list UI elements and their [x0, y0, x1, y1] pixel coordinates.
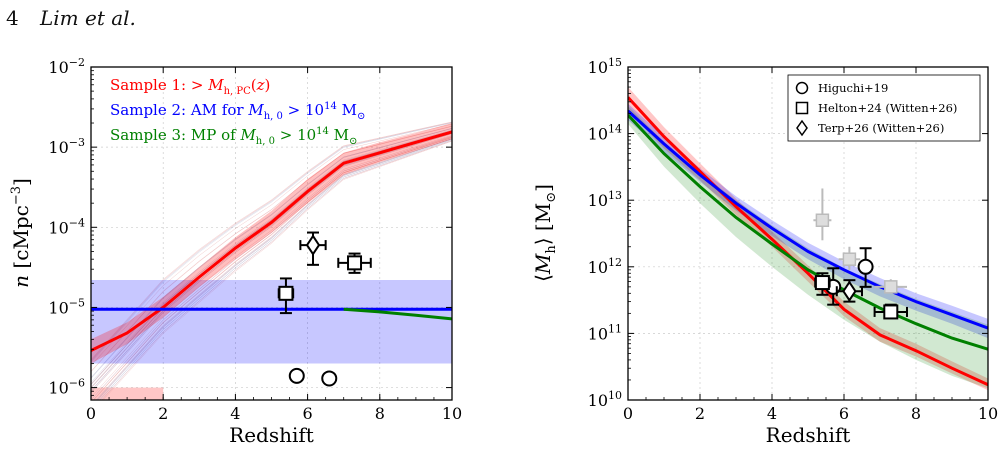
series-line	[628, 113, 988, 351]
path-line	[101, 140, 452, 400]
path-line	[91, 132, 452, 391]
y-tick-label: 1011	[588, 322, 622, 343]
path-line	[91, 132, 452, 392]
confidence-band	[91, 280, 452, 364]
path-line	[97, 138, 452, 400]
faded-data-point	[842, 252, 857, 266]
legend-entry-sample-1: Sample 1: > Mh, PC(z)	[110, 76, 270, 97]
faded-data-point	[815, 213, 830, 227]
path-line	[91, 122, 452, 362]
path-line	[91, 136, 452, 400]
path-line	[92, 136, 452, 400]
path-line	[99, 139, 452, 400]
path-line	[102, 140, 452, 400]
data-point-square	[814, 275, 830, 291]
y-axis-label: ⟨Mh⟩ [M⊙]	[531, 184, 559, 282]
path-line	[91, 125, 452, 372]
x-tick-label: 2	[695, 404, 705, 423]
halo-mass-chart: 0 2 4 6 8 10101010111012101310141015Redshift⟨…	[531, 56, 998, 447]
data-point-circle	[857, 258, 874, 275]
legend-box	[787, 74, 981, 142]
path-line	[91, 128, 452, 379]
legend-marker-diamond	[796, 119, 808, 137]
x-axis-label: Redshift	[229, 423, 314, 447]
path-line	[101, 140, 452, 400]
path-line	[91, 128, 452, 378]
x-tick-label: 4	[767, 404, 777, 423]
path-line	[91, 126, 452, 372]
data-point-square	[883, 304, 899, 320]
data-point-circle	[288, 367, 305, 384]
legend-entry: Helton+24 (Witten+26)	[818, 101, 957, 115]
x-tick-label: 8	[375, 404, 385, 423]
x-tick-label: 0	[623, 404, 633, 423]
plot-area	[628, 87, 988, 391]
page-header: 4 Lim et al.	[0, 0, 400, 40]
path-line	[91, 121, 452, 361]
y-tick-label: 1014	[588, 123, 622, 144]
x-tick-label: 8	[911, 404, 921, 423]
legend-marker-circle	[795, 81, 809, 95]
low-density-region	[91, 387, 164, 400]
legend-entry-sample-2: Sample 2: AM for Mh, 0 > 1014 M⊙	[110, 101, 365, 122]
data-point-diamond	[305, 234, 321, 256]
x-tick-label: 10	[978, 404, 998, 423]
y-tick-label: 10−2	[48, 56, 85, 77]
faded-data-point	[884, 280, 898, 294]
x-tick-label: 6	[303, 404, 313, 423]
path-line	[91, 132, 452, 391]
path-line	[91, 121, 452, 360]
y-axis-label: n [cMpc−3]	[9, 178, 33, 288]
path-line	[96, 138, 452, 400]
legend-entry: Terp+26 (Witten+26)	[818, 121, 944, 135]
y-tick-label: 1010	[588, 389, 622, 410]
x-tick-label: 6	[839, 404, 849, 423]
x-tick-label: 2	[158, 404, 168, 423]
data-point-diamond	[842, 280, 857, 303]
series-line	[91, 130, 452, 352]
path-line	[91, 133, 452, 393]
data-point-circle	[321, 370, 338, 387]
path-line	[93, 137, 452, 400]
x-tick-label: 4	[230, 404, 240, 423]
x-axis-label: Redshift	[766, 423, 851, 447]
series-line	[628, 109, 988, 330]
x-tick-label: 10	[442, 404, 462, 423]
data-point-square	[347, 255, 363, 271]
series-line	[343, 307, 452, 321]
legend-marker-square	[795, 101, 809, 115]
y-tick-label: 1015	[588, 56, 622, 77]
path-line	[91, 123, 452, 366]
path-line	[93, 137, 452, 400]
number-density-chart: 0 2 4 6 8 10 10−6 10−5 10−4 10−3 10−2 Redshift n [cM…	[9, 56, 462, 447]
y-tick-label: 10−4	[48, 216, 85, 237]
y-tick-label: 10−5	[48, 296, 85, 317]
y-tick-label: 10−3	[48, 136, 85, 157]
y-tick-label: 10−6	[48, 377, 85, 398]
plot-area	[91, 121, 452, 400]
confidence-band	[91, 123, 452, 364]
data-point-square	[278, 285, 294, 301]
page-number: 4	[6, 6, 19, 30]
author-line: Lim et al.	[40, 6, 136, 30]
path-line	[91, 122, 452, 363]
path-line	[91, 133, 452, 393]
x-tick-label: 0	[86, 404, 96, 423]
y-tick-label: 1012	[588, 256, 622, 277]
legend-entry: Higuchi+19	[818, 81, 888, 95]
path-line	[91, 136, 452, 400]
path-line	[96, 138, 452, 400]
path-line	[95, 138, 452, 400]
path-line	[99, 139, 452, 400]
legend-entry-sample-3: Sample 3: MP of Mh, 0 > 1014 M⊙	[110, 126, 357, 147]
path-line	[91, 128, 452, 378]
path-line	[91, 135, 452, 398]
series-line	[628, 96, 988, 387]
y-tick-label: 1013	[588, 189, 622, 210]
path-line	[97, 138, 452, 400]
